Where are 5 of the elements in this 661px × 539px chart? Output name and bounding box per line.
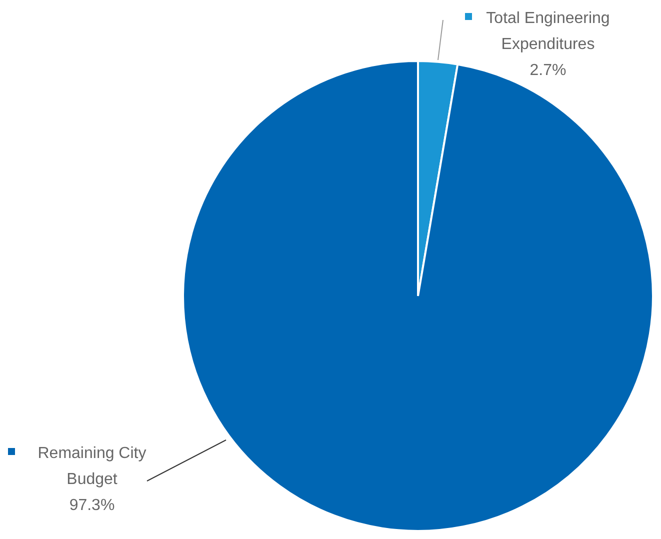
legend-label: Total Engineering Expenditures: [486, 10, 610, 53]
data-label: 97.3%: [69, 497, 115, 514]
legend-label: Remaining City Budget: [38, 445, 146, 488]
pie-slice: [182, 60, 654, 532]
data-label: 2.7%: [530, 62, 566, 79]
